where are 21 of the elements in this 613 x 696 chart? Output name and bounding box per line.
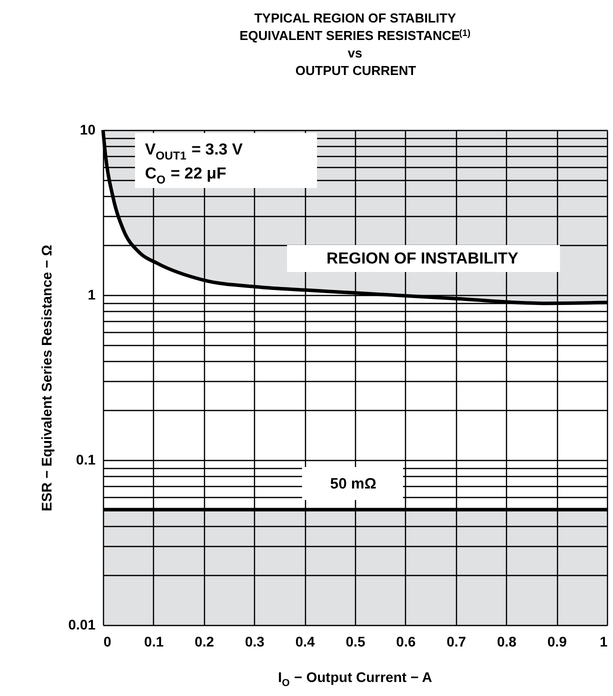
y-tick-label: 1 [88,286,96,302]
x-tick-label: 0.2 [194,634,214,650]
x-tick-label: 0.7 [446,634,466,650]
text: TYPICAL REGION OF STABILITY [254,10,456,26]
x-tick-label: 0.4 [295,634,316,650]
y-tick-label: 0.1 [76,452,96,468]
y-axis-title: ESR − Equivalent Series Resistance − Ω [38,244,54,512]
x-tick-label: 0.9 [547,634,568,650]
x-tick-label: 0.8 [496,634,517,650]
text: OUTPUT CURRENT [295,63,416,78]
x-tick-label: 0.6 [396,634,416,650]
x-tick-label: 1 [600,634,608,650]
ref-line-label: 50 mΩ [330,475,376,492]
y-tick-label: 10 [80,122,96,138]
x-tick-label: 0.3 [244,634,265,650]
x-tick-label: 0.1 [144,634,164,650]
x-tick-label: 0.5 [346,634,366,650]
x-tick-label: 0 [104,634,112,650]
text: vs [348,46,362,61]
annotation: REGION OF INSTABILITY [326,250,519,268]
y-tick-label: 0.01 [68,616,96,632]
